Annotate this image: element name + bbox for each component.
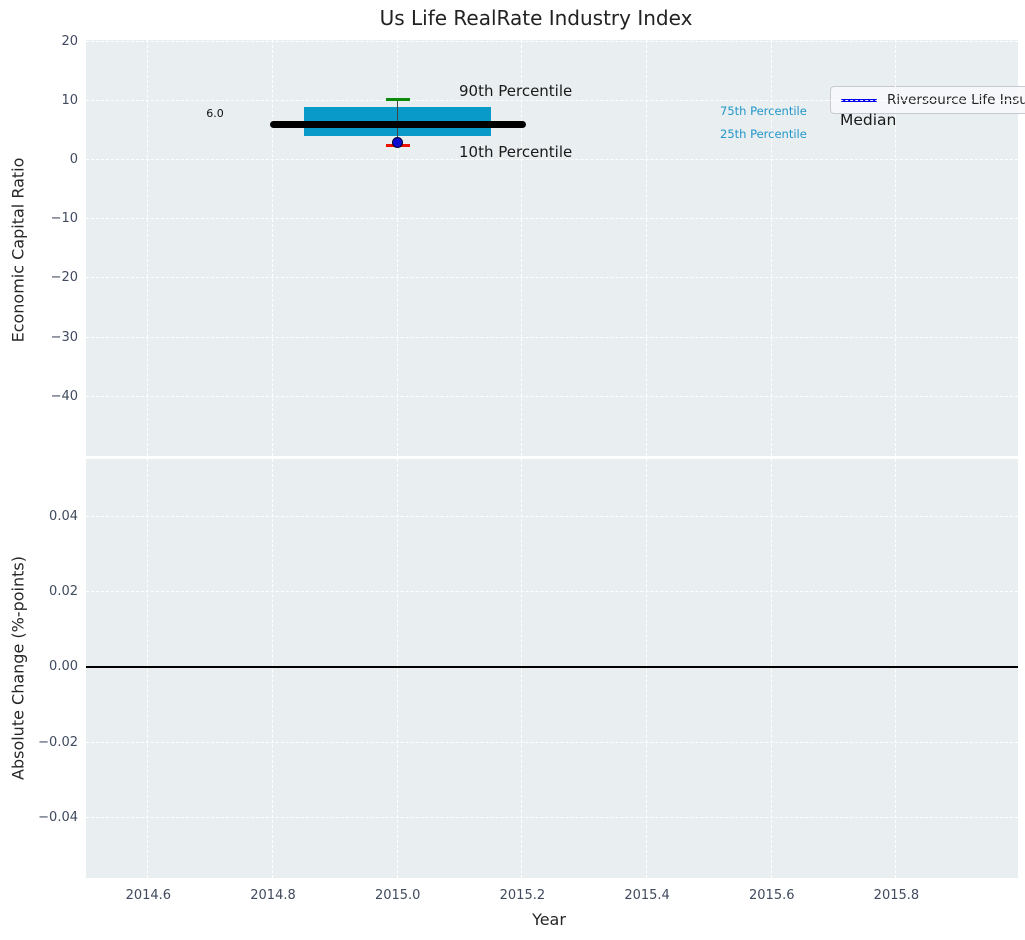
axes-economic-capital-ratio: Riversource Life Insurance Co (86, 40, 1025, 456)
h-gridline (86, 336, 1018, 338)
v-gridline (396, 40, 398, 456)
v-gridline (895, 459, 897, 878)
y-tick-label: 10 (61, 92, 78, 108)
y-tick-label: 0.02 (49, 584, 78, 600)
x-tick-label: 2015.0 (374, 888, 421, 903)
median-value-label: 6.0 (206, 107, 224, 120)
company-data-point (392, 136, 404, 148)
y-tick-label: 20 (61, 33, 78, 49)
p90-annotation: 90th Percentile (459, 82, 573, 100)
v-gridline (770, 40, 772, 456)
y-tick-label: 0.04 (49, 508, 78, 524)
median-annotation: Median (840, 111, 897, 129)
y-tick-label: 0.00 (49, 659, 78, 675)
v-gridline (770, 459, 772, 878)
v-gridline (147, 459, 149, 878)
x-tick-label: 2014.6 (125, 888, 172, 903)
p25-annotation: 25th Percentile (720, 127, 807, 141)
v-gridline (646, 459, 648, 878)
v-gridline (272, 459, 274, 878)
h-gridline (86, 816, 1018, 818)
h-gridline (86, 218, 1018, 220)
x-tick-label: 2015.4 (624, 888, 670, 903)
h-gridline (86, 99, 1018, 101)
y-tick-label: −20 (50, 270, 78, 286)
h-gridline (86, 395, 1018, 397)
p90-cap (385, 97, 410, 101)
zero-line (86, 666, 1018, 669)
v-gridline (521, 459, 523, 878)
y-tick-label: −30 (50, 329, 78, 345)
x-tick-label: 2015.2 (499, 888, 546, 903)
h-gridline (86, 159, 1018, 161)
v-gridline (521, 40, 523, 456)
p75-annotation: 75th Percentile (720, 104, 807, 118)
y-tick-label: −40 (50, 388, 78, 404)
y-axis-label-top: Economic Capital Ratio (8, 157, 28, 343)
axes-absolute-change (86, 459, 1018, 878)
h-gridline (86, 591, 1018, 593)
v-gridline (396, 459, 398, 878)
median-line (269, 121, 526, 129)
v-gridline (147, 40, 149, 456)
v-gridline (646, 40, 648, 456)
v-gridline (272, 40, 274, 456)
chart-title: Us Life RealRate Industry Index (379, 6, 693, 30)
y-tick-label: −10 (50, 211, 78, 227)
x-tick-label: 2014.8 (250, 888, 296, 903)
h-gridline (86, 515, 1018, 517)
x-axis-label: Year (532, 910, 566, 929)
y-tick-label: −0.02 (38, 734, 78, 750)
h-gridline (86, 40, 1018, 42)
x-tick-label: 2015.6 (749, 888, 795, 903)
p10-annotation: 10th Percentile (459, 143, 573, 161)
v-gridline (895, 40, 897, 456)
h-gridline (86, 741, 1018, 743)
y-tick-label: −0.04 (38, 809, 78, 825)
h-gridline (86, 277, 1018, 279)
x-tick-label: 2015.8 (873, 888, 920, 903)
y-tick-label: 0 (69, 152, 78, 168)
